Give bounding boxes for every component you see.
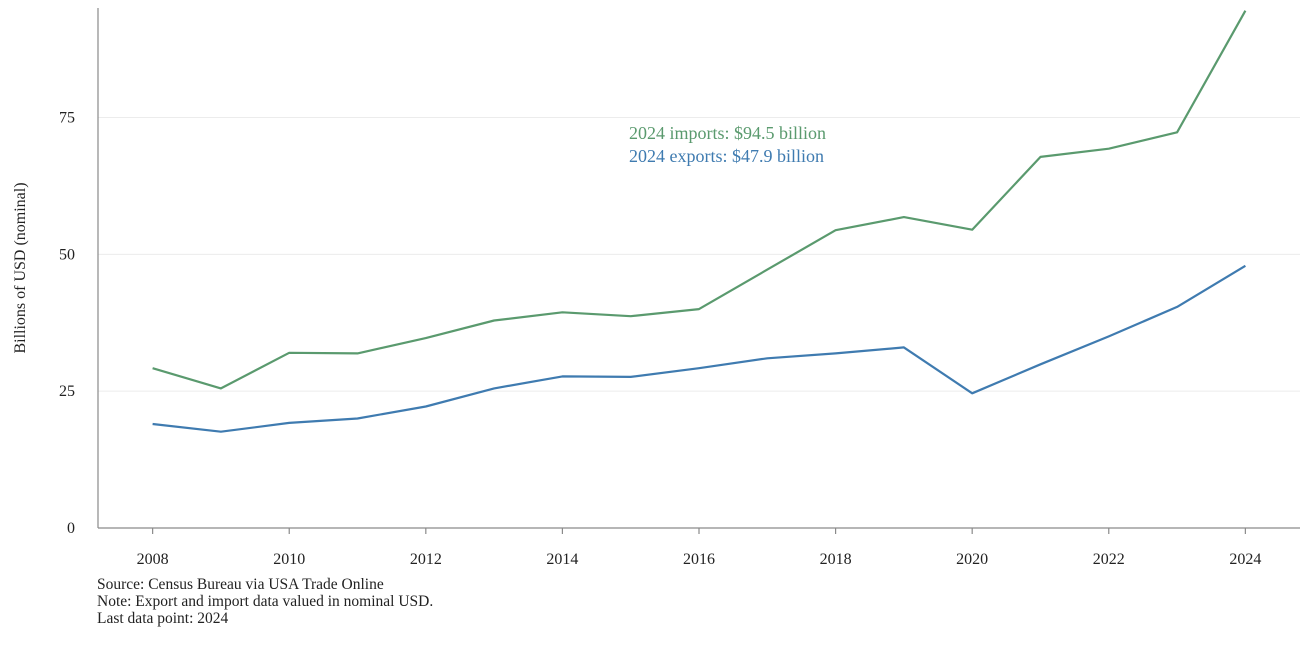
series-lines: [152, 10, 1247, 433]
imports-annotation: 2024 imports: $94.5 billion: [629, 123, 826, 143]
y-tick-label: 25: [59, 383, 75, 400]
y-tick-label: 50: [59, 246, 75, 263]
x-tick-label: 2008: [137, 551, 169, 568]
line-chart: 0 25 50 75 2008 2010 2012 2014 2016 2018 2020 2022…: [12, 8, 1300, 568]
imports-line: [152, 10, 1247, 390]
last-data-point-note: Last data point: 2024: [97, 610, 229, 627]
exports-line: [152, 264, 1246, 433]
x-tick-label: 2024: [1229, 551, 1261, 568]
x-tick-label: 2010: [273, 551, 305, 568]
y-tick-label: 75: [59, 109, 75, 126]
x-tick-label: 2014: [546, 551, 578, 568]
y-axis-ticks: 0 25 50 75: [59, 109, 75, 537]
x-tick-label: 2020: [956, 551, 988, 568]
y-tick-label: 0: [67, 520, 75, 537]
data-note: Note: Export and import data valued in n…: [97, 593, 434, 610]
chart-footnotes: Source: Census Bureau via USA Trade Onli…: [97, 576, 433, 627]
x-tick-label: 2016: [683, 551, 715, 568]
x-tick-label: 2018: [820, 551, 852, 568]
x-tick-label: 2012: [410, 551, 442, 568]
x-tick-label: 2022: [1093, 551, 1125, 568]
source-note: Source: Census Bureau via USA Trade Onli…: [97, 576, 384, 593]
x-axis-ticks: 2008 2010 2012 2014 2016 2018 2020 2022 2024: [137, 528, 1261, 568]
y-axis-title: Billions of USD (nominal): [12, 182, 29, 353]
exports-annotation: 2024 exports: $47.9 billion: [629, 146, 824, 166]
gridlines: [98, 116, 1300, 392]
